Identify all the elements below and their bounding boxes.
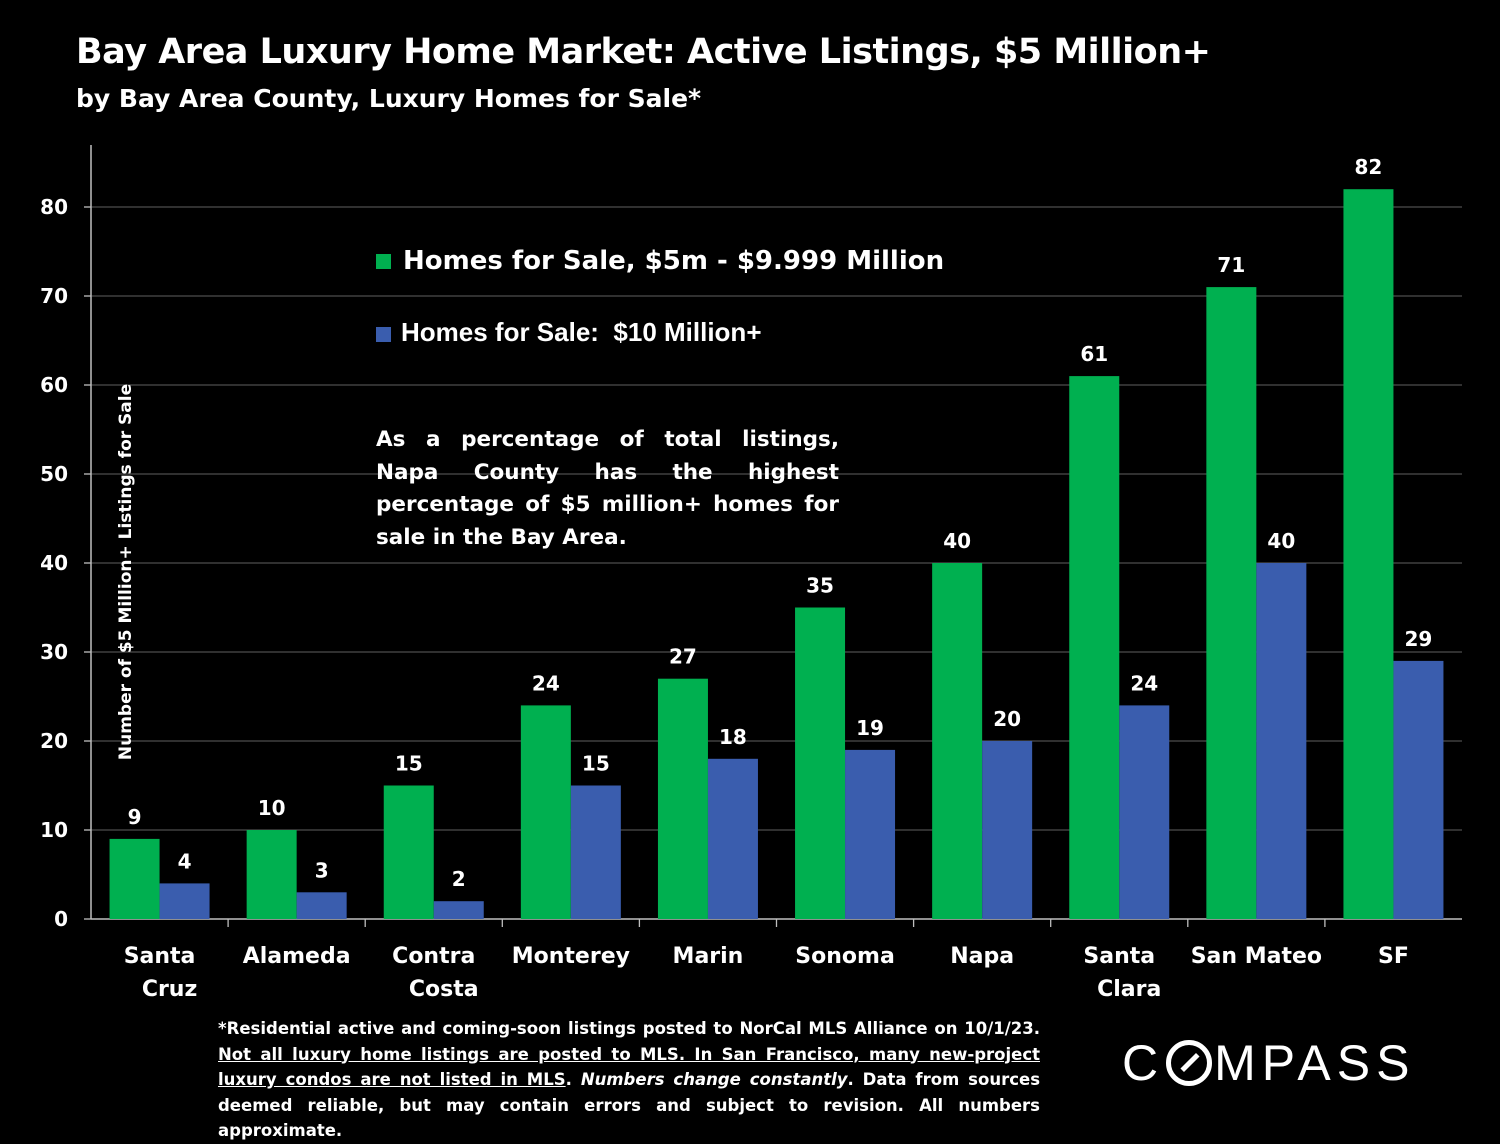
- data-label: 19: [856, 716, 884, 740]
- data-label: 35: [806, 574, 834, 598]
- x-category-label: Costa: [409, 977, 479, 1002]
- bar-5m-9m: [109, 838, 160, 919]
- y-tick-label: 70: [40, 284, 68, 308]
- footnote-italic: Numbers change constantly: [580, 1070, 848, 1089]
- data-label: 2: [452, 867, 466, 891]
- legend-label-10m-plus: Homes for Sale: $10 Million+: [401, 317, 762, 347]
- x-category-label: SF: [1378, 944, 1409, 969]
- y-tick-label: 80: [40, 195, 68, 219]
- bar-5m-9m: [246, 830, 297, 919]
- legend-item-10m-plus: Homes for Sale: $10 Million+: [376, 317, 762, 348]
- bar-5m-9m: [1069, 376, 1120, 920]
- x-category-label: Monterey: [512, 944, 630, 969]
- footnote-underlined: Not all luxury home listings are posted …: [218, 1044, 1040, 1090]
- bar-10m-plus: [296, 892, 347, 919]
- bar-10m-plus: [1256, 563, 1307, 919]
- footnote-part1: *Residential active and coming-soon list…: [218, 1019, 1040, 1038]
- data-label: 29: [1405, 627, 1433, 651]
- y-tick-label: 20: [40, 729, 68, 753]
- chart-subtitle: by Bay Area County, Luxury Homes for Sal…: [76, 84, 702, 113]
- x-category-label: Alameda: [243, 944, 351, 969]
- compass-o-icon: [1166, 1040, 1213, 1086]
- y-tick-label: 0: [54, 907, 68, 931]
- chart-title: Bay Area Luxury Home Market: Active List…: [76, 32, 1211, 72]
- y-axis-label: Number of $5 Million+ Listings for Sale: [116, 384, 136, 760]
- legend-label-5m-9m: Homes for Sale, $5m - $9.999 Million: [403, 246, 945, 276]
- data-label: 10: [258, 796, 286, 820]
- bar-5m-9m: [795, 607, 846, 919]
- bar-5m-9m: [932, 563, 983, 919]
- data-label: 40: [1267, 529, 1295, 553]
- legend-swatch-blue: [376, 326, 391, 342]
- y-tick-label: 50: [40, 462, 68, 486]
- bar-10m-plus: [845, 749, 896, 919]
- bar-10m-plus: [1119, 705, 1170, 919]
- legend-item-5m-9m: Homes for Sale, $5m - $9.999 Million: [376, 246, 944, 276]
- bar-10m-plus: [570, 785, 621, 919]
- x-category-label: Marin: [673, 944, 744, 969]
- logo-text-end: MPASS: [1214, 1035, 1416, 1091]
- footnote: *Residential active and coming-soon list…: [218, 1016, 1040, 1144]
- y-tick-label: 10: [40, 818, 68, 842]
- data-label: 3: [315, 858, 329, 882]
- x-category-label: Napa: [950, 944, 1014, 969]
- bar-10m-plus: [707, 758, 758, 919]
- data-label: 82: [1355, 155, 1383, 179]
- x-category-label: Sonoma: [795, 944, 895, 969]
- y-tick-label: 30: [40, 640, 68, 664]
- bar-chart: 0 10 20 30 40 50 60 70 80 Number of $5 Million+ L…: [40, 145, 1462, 1002]
- x-category-label: San Mateo: [1191, 944, 1322, 969]
- legend-swatch-green: [376, 254, 391, 269]
- bar-10m-plus: [982, 741, 1033, 919]
- data-label: 24: [1130, 671, 1158, 695]
- bar-5m-9m: [1343, 189, 1394, 919]
- data-label: 20: [993, 707, 1021, 731]
- x-category-label: Cruz: [142, 977, 197, 1002]
- data-label: 18: [719, 725, 747, 749]
- y-tick-label: 60: [40, 373, 68, 397]
- data-label: 15: [395, 752, 423, 776]
- x-category-label: Santa: [124, 944, 196, 969]
- footnote-part3: .: [565, 1070, 581, 1089]
- x-category-label: Contra: [392, 944, 475, 969]
- bar-5m-9m: [1206, 287, 1257, 920]
- y-tick-label: 40: [40, 551, 68, 575]
- data-label: 61: [1080, 342, 1108, 366]
- x-category-label: Clara: [1097, 977, 1161, 1002]
- logo-text-start: C: [1122, 1035, 1165, 1091]
- bar-10m-plus: [433, 901, 484, 919]
- bar-5m-9m: [520, 705, 571, 919]
- data-label: 4: [178, 849, 192, 873]
- data-label: 27: [669, 645, 697, 669]
- data-label: 40: [943, 529, 971, 553]
- bar-10m-plus: [1393, 660, 1444, 919]
- data-label: 71: [1217, 253, 1245, 277]
- data-label: 24: [532, 671, 560, 695]
- bar-5m-9m: [383, 785, 434, 919]
- bar-10m-plus: [159, 883, 210, 919]
- data-label: 15: [582, 752, 610, 776]
- data-label: 9: [128, 805, 142, 829]
- x-category-label: Santa: [1083, 944, 1155, 969]
- napa-annotation: As a percentage of total listings, Napa …: [376, 427, 839, 550]
- compass-logo: C MPASS: [1122, 1034, 1415, 1092]
- bar-5m-9m: [657, 678, 708, 919]
